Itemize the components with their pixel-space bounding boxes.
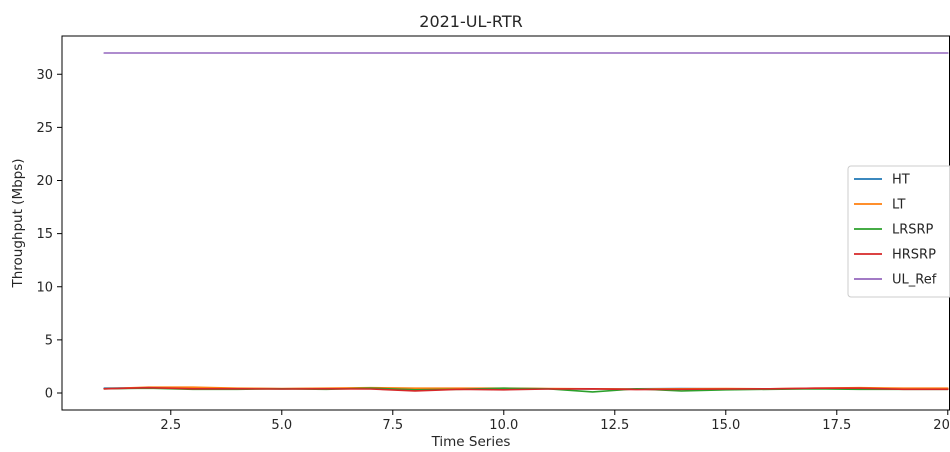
x-tick-label: 7.5 [382,418,403,433]
series-lines [103,52,949,393]
chart-title: 2021-UL-RTR [419,12,522,31]
y-tick-label: 30 [36,68,53,83]
x-tick-label: 12.5 [600,418,629,433]
legend-label: HT [892,173,910,188]
legend: HT LT LRSRP HRSRP UL_Ref [847,165,950,298]
x-tick-label: 17.5 [822,418,851,433]
series-line-hrsrp [103,386,949,392]
legend-box [847,165,950,298]
legend-label: HRSRP [892,248,936,263]
y-tick-label: 25 [36,121,53,136]
y-axis-ticks: 0 5 10 15 20 25 30 [36,68,62,402]
y-tick-label: 0 [45,387,53,402]
x-tick-label: 20.0 [933,418,950,433]
legend-label: LT [892,198,905,213]
y-tick-label: 5 [45,333,53,348]
y-axis-title: Throughput (Mbps) [10,158,26,288]
y-tick-label: 15 [36,227,53,242]
x-tick-label: 10.0 [489,418,518,433]
plot-frame [61,35,950,411]
legend-label: UL_Ref [892,273,937,288]
y-tick-label: 10 [36,280,53,295]
legend-label: LRSRP [892,223,934,238]
x-axis-ticks: 2.5 5.0 7.5 10.0 12.5 15.0 17.5 20.0 [160,410,950,433]
x-tick-label: 2.5 [160,418,181,433]
x-tick-label: 5.0 [271,418,292,433]
y-tick-label: 20 [36,174,53,189]
x-tick-label: 15.0 [711,418,740,433]
x-axis-title: Time Series [431,434,511,450]
